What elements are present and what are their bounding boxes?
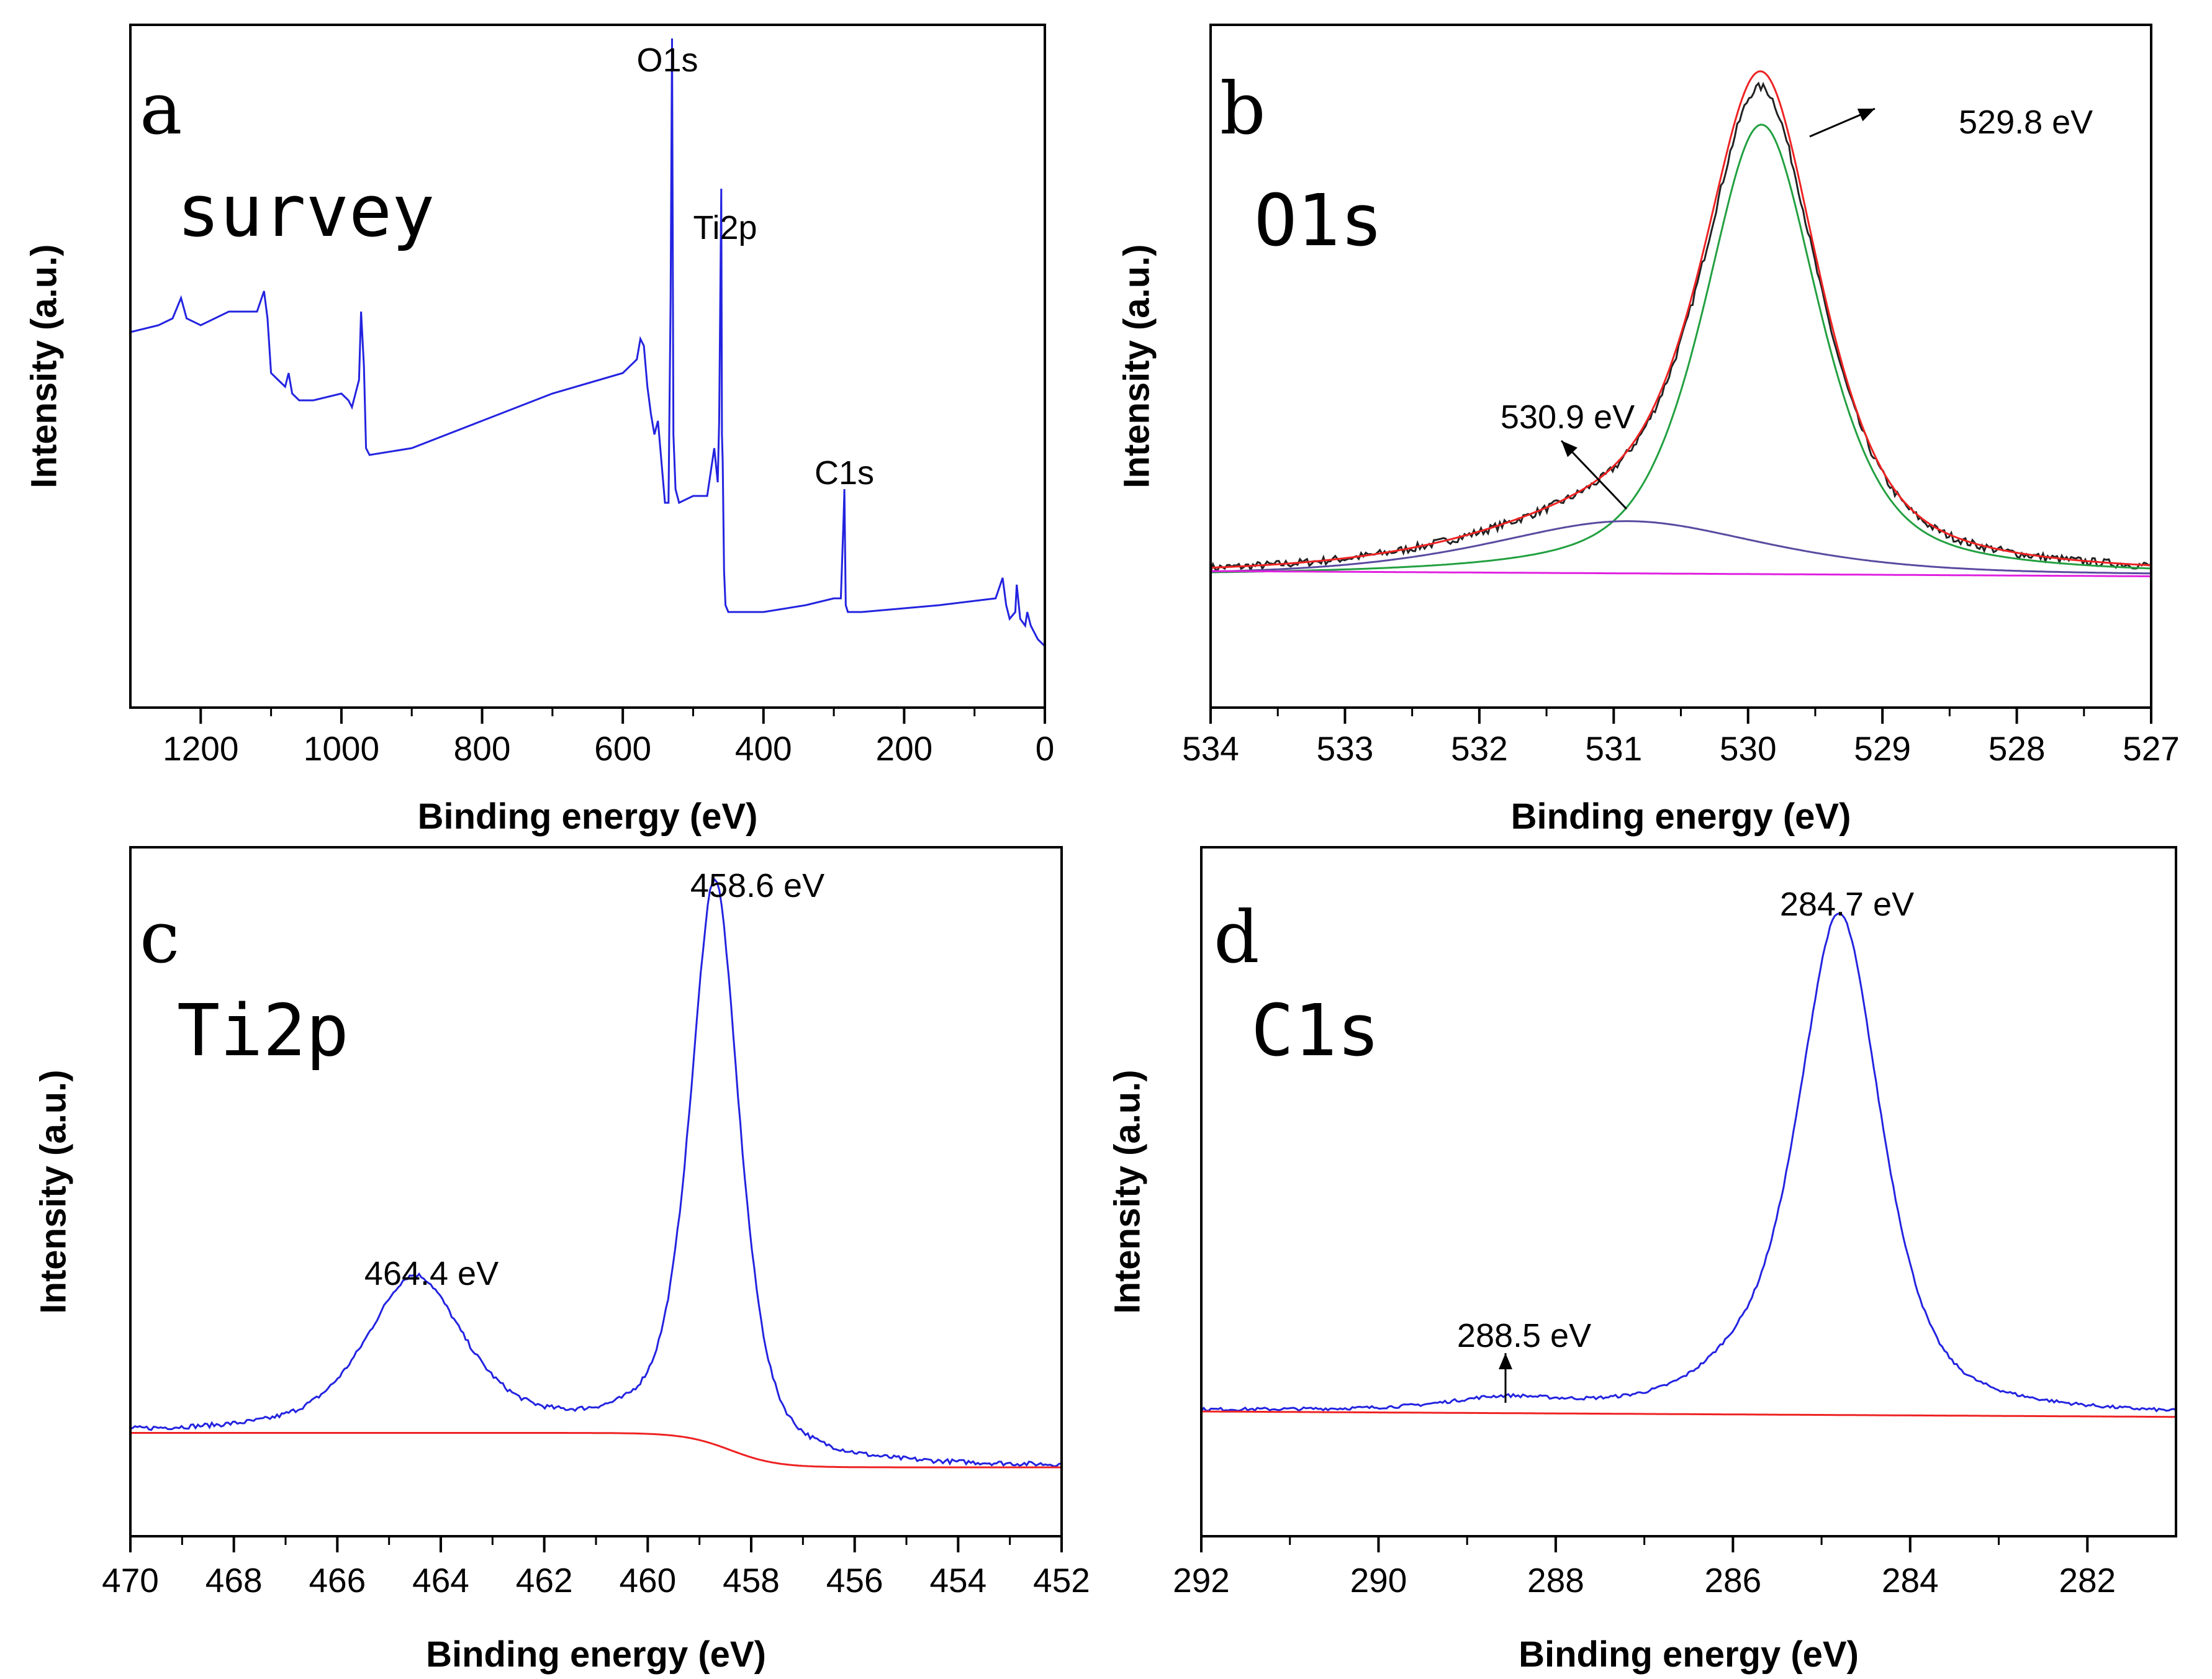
x-tick-label: 292: [1173, 1561, 1230, 1600]
x-tick-label: 529: [1854, 729, 1911, 768]
x-tick-label: 400: [735, 729, 792, 768]
x-tick-label: 0: [1036, 729, 1055, 768]
y-axis-title: Intensity (a.u.): [33, 1069, 73, 1313]
annotation-arrow-head: [1857, 109, 1875, 122]
x-axis-title: Binding energy (eV): [426, 1634, 766, 1675]
panel-letter: d: [1214, 896, 1260, 979]
x-tick-label: 458: [723, 1561, 780, 1600]
x-tick-label: 527: [2123, 729, 2180, 768]
x-tick-label: 286: [1704, 1561, 1761, 1600]
x-tick-label: 288: [1527, 1561, 1584, 1600]
panel-title: Ti2p: [177, 989, 349, 1073]
peak-annotation: 464.4 eV: [364, 1255, 499, 1292]
x-tick-label: 454: [929, 1561, 986, 1600]
x-tick-label: 282: [2059, 1561, 2116, 1600]
x-tick-label: 284: [1882, 1561, 1939, 1600]
peak-annotation: O1s: [636, 42, 698, 79]
panel-letter: b: [1220, 68, 1266, 151]
annotation-arrow-head: [1499, 1353, 1512, 1369]
x-axis-title: Binding energy (eV): [1519, 1634, 1859, 1675]
panel-title: O1s: [1254, 179, 1383, 263]
x-tick-label: 452: [1033, 1561, 1090, 1600]
panel-a-survey: 1200 1000 800 600 400 200 0 Binding energy (eV)…: [24, 24, 1055, 837]
series-line-background: [1211, 570, 2151, 577]
panel-d-c1s: 292 290 288 286 284 282 Binding energy (eV) Int…: [1107, 846, 2177, 1675]
series-line-spectrum: [130, 878, 1062, 1468]
peak-annotation: 529.8 eV: [1959, 104, 2093, 141]
peak-annotation: C1s: [815, 454, 874, 492]
x-tick-label: 533: [1317, 729, 1374, 768]
x-tick-label: 1000: [304, 729, 379, 768]
panel-letter: c: [140, 896, 179, 979]
series-line-background: [1201, 1410, 2176, 1418]
x-tick-label: 531: [1585, 729, 1642, 768]
plot-frame: [129, 24, 1046, 709]
x-tick-label: 532: [1451, 729, 1508, 768]
series-line-envelope: [1211, 70, 2151, 569]
x-tick-label: 466: [309, 1561, 366, 1600]
x-tick-label: 600: [594, 729, 651, 768]
series-line-survey: [130, 38, 1045, 647]
y-axis-title: Intensity (a.u.): [24, 244, 64, 488]
series-line-529-8-ev-component: [1211, 124, 2151, 574]
x-tick-label: 1200: [163, 729, 238, 768]
x-tick-label: 530: [1720, 729, 1777, 768]
series-line-background: [130, 1432, 1062, 1469]
x-tick-label: 200: [876, 729, 933, 768]
peak-annotation: 458.6 eV: [690, 867, 824, 904]
x-tick-label: 462: [516, 1561, 573, 1600]
panel-title: survey: [177, 170, 435, 253]
x-axis-title: Binding energy (eV): [1511, 796, 1851, 837]
x-tick-label: 534: [1182, 729, 1239, 768]
y-axis-title: Intensity (a.u.): [1107, 1069, 1147, 1313]
series-line-raw: [1211, 81, 2151, 573]
series-line-spectrum: [1201, 912, 2176, 1413]
x-tick-label: 468: [205, 1561, 263, 1600]
panel-c-ti2p: 470 468 466 464 462 460 458 456 454 452 Binding en…: [33, 846, 1090, 1675]
series-line-530-9-ev-component: [1211, 520, 2151, 575]
panel-b-o1s: 534 533 532 531 530 529 528 527 Binding energy (…: [1116, 24, 2180, 837]
x-tick-label: 460: [619, 1561, 676, 1600]
peak-annotation: 284.7 eV: [1780, 886, 1914, 923]
x-axis-title: Binding energy (eV): [418, 796, 758, 837]
peak-annotation: Ti2p: [693, 209, 757, 246]
peak-annotation: 288.5 eV: [1457, 1317, 1591, 1354]
x-tick-label: 464: [412, 1561, 469, 1600]
x-tick-label: 470: [102, 1561, 159, 1600]
x-tick-label: 528: [1989, 729, 2046, 768]
panel-letter: a: [140, 68, 183, 151]
peak-annotation: 530.9 eV: [1501, 398, 1635, 436]
annotation-arrow-head: [1561, 441, 1578, 457]
x-tick-label: 456: [826, 1561, 883, 1600]
x-tick-label: 800: [454, 729, 511, 768]
panel-title: C1s: [1251, 989, 1380, 1073]
y-axis-title: Intensity (a.u.): [1116, 244, 1157, 488]
plot-frame: [1200, 846, 2177, 1537]
x-tick-label: 290: [1350, 1561, 1407, 1600]
